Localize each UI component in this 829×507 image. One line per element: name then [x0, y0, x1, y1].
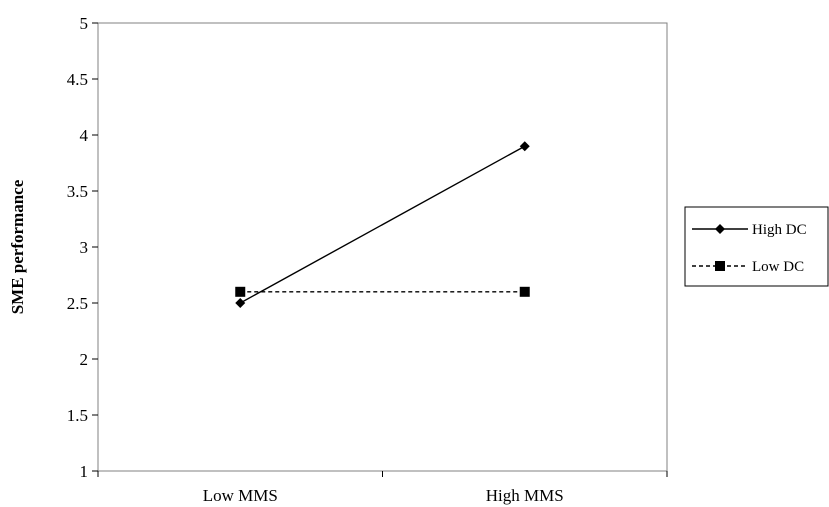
- y-tick-label: 2.5: [67, 294, 88, 313]
- series-layer: [235, 141, 530, 308]
- x-axis: Low MMS High MMS: [97, 471, 668, 505]
- data-point-low-dc: [235, 286, 246, 297]
- legend-marker-low-dc: [715, 261, 725, 271]
- y-tick-label: 5: [80, 14, 89, 33]
- y-tick-label: 2: [80, 350, 89, 369]
- y-axis: 1 1.5 2 2.5 3 3.5 4 4.5 5: [67, 14, 98, 481]
- y-tick-label: 1: [80, 462, 89, 481]
- x-tick-label: High MMS: [486, 486, 564, 505]
- legend-label-high-dc: High DC: [752, 222, 807, 238]
- y-tick-label: 4.5: [67, 70, 88, 89]
- series-line-high-dc: [239, 145, 526, 304]
- legend-items: High DC Low DC: [692, 222, 807, 275]
- legend: High DC Low DC: [684, 206, 829, 287]
- data-point-high-dc: [235, 298, 246, 308]
- plot-area: [97, 22, 668, 472]
- legend-label-low-dc: Low DC: [752, 259, 804, 275]
- legend-box: [684, 206, 829, 287]
- legend-marker-high-dc: [715, 224, 725, 234]
- y-axis-title: SME performance: [8, 179, 27, 314]
- data-point-low-dc: [519, 286, 530, 297]
- data-point-high-dc: [519, 141, 530, 152]
- x-tick-label: Low MMS: [203, 486, 278, 505]
- y-tick-label: 1.5: [67, 406, 88, 425]
- y-tick-label: 4: [80, 126, 89, 145]
- y-tick-label: 3.5: [67, 182, 88, 201]
- y-tick-label: 3: [80, 238, 89, 257]
